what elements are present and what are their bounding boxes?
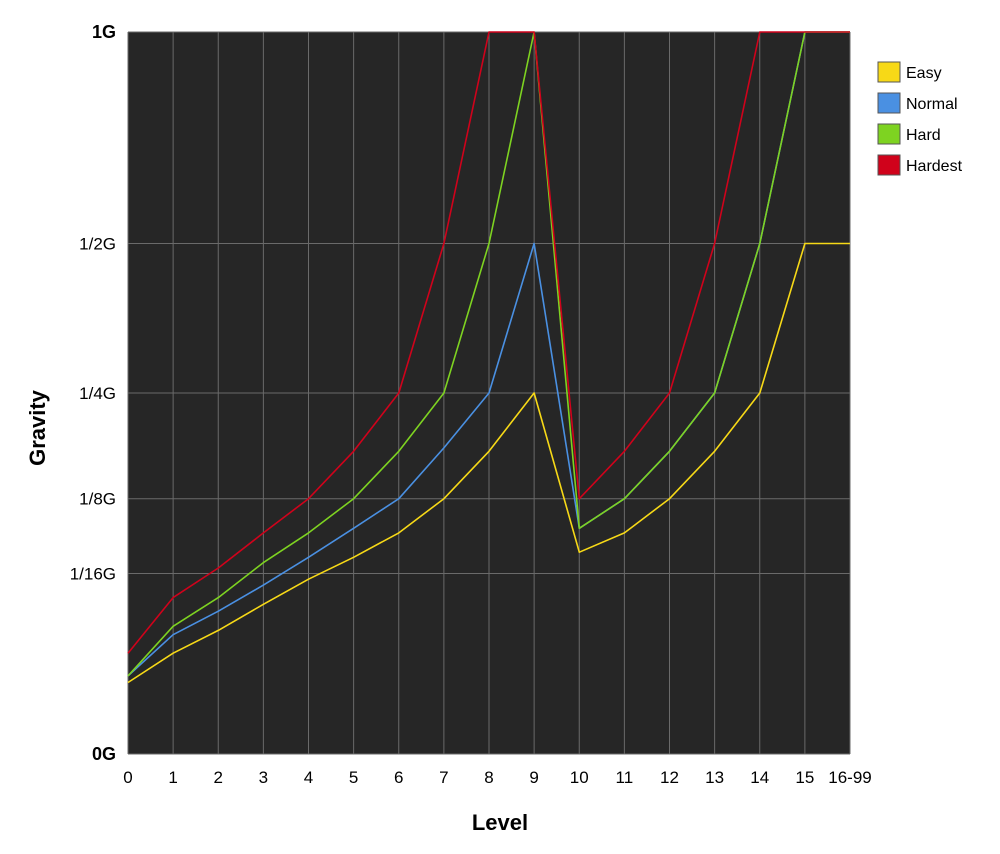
- x-tick-label: 4: [304, 768, 313, 787]
- x-tick-label: 3: [259, 768, 268, 787]
- legend-swatch-normal: [877, 92, 901, 114]
- legend-label-normal: Normal: [906, 96, 958, 113]
- y-tick-label: 1/4G: [79, 384, 116, 403]
- x-tick-label: 11: [616, 768, 634, 787]
- x-tick-label: 13: [705, 768, 724, 787]
- x-tick-label: 10: [570, 768, 589, 787]
- x-tick-label: 1: [168, 768, 177, 787]
- legend-swatch-hard: [877, 123, 901, 145]
- series-line-hardest: [127, 31, 850, 654]
- x-tick-label: 6: [394, 768, 403, 787]
- y-tick-label: 1/16G: [70, 565, 116, 584]
- y-tick-labels: 0G 1/16G 1/8G 1/4G 1/2G 1G: [70, 22, 116, 764]
- legend-label-easy: Easy: [906, 65, 942, 82]
- y-tick-label: 1/2G: [79, 234, 116, 253]
- x-tick-labels: 0 1 2 3 4 5 6 7 8 9 10 11 12 13 14 15 16-99: [123, 768, 871, 787]
- legend-label-hard: Hard: [906, 127, 941, 144]
- x-tick-label: 14: [750, 768, 769, 787]
- series-line-easy: [127, 242, 850, 684]
- x-tick-label: 12: [660, 768, 679, 787]
- x-tick-label: 0: [123, 768, 132, 787]
- x-tick-label: 8: [484, 768, 493, 787]
- legend-swatch-hardest: [877, 154, 901, 176]
- y-tick-label: 1/8G: [79, 490, 116, 509]
- x-tick-label: 16-99: [828, 768, 871, 787]
- legend-label-hardest: Hardest: [906, 158, 963, 175]
- x-tick-label: 2: [214, 768, 223, 787]
- x-axis-title: Level: [472, 810, 528, 835]
- legend-swatch-easy: [877, 61, 901, 83]
- x-tick-label: 15: [795, 768, 814, 787]
- x-tick-label: 7: [439, 768, 448, 787]
- x-tick-label: 5: [349, 768, 358, 787]
- y-tick-label: 1G: [92, 22, 116, 42]
- x-tick-label: 9: [529, 768, 538, 787]
- series-line-hard: [127, 31, 850, 677]
- y-tick-label: 0G: [92, 744, 116, 764]
- y-axis-title: Gravity: [25, 389, 50, 466]
- series-lines: [127, 31, 850, 684]
- legend: Easy Normal Hard Hardest: [877, 61, 963, 176]
